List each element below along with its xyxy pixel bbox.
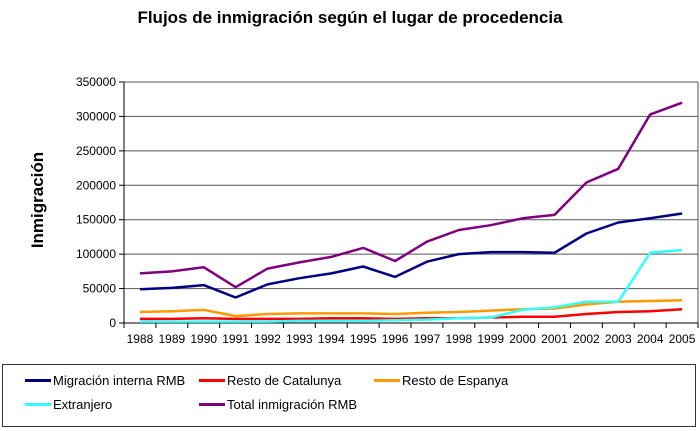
- legend-item: Migración interna RMB: [25, 373, 185, 388]
- y-tick-label: 200000: [76, 178, 116, 192]
- y-tick-label: 300000: [76, 109, 116, 123]
- gridlines: [124, 81, 698, 290]
- y-tick-label: 50000: [83, 282, 117, 296]
- x-tick-label: 1998: [445, 332, 472, 346]
- y-tick-label: 250000: [76, 144, 116, 158]
- legend: Migración interna RMB Resto de Catalunya R…: [2, 364, 696, 427]
- tick-labels: 0 50000 100000 150000 200000 250000 300000 3500…: [76, 75, 696, 346]
- x-tick-label: 2004: [637, 332, 664, 346]
- legend-swatch: [199, 403, 225, 406]
- series-line-resto-de-catalunya: [139, 307, 683, 321]
- axes: [119, 81, 699, 328]
- series-lines: [139, 101, 683, 323]
- series-line-migraci-n-interna-rmb: [139, 212, 683, 299]
- x-tick-label: 1996: [382, 332, 409, 346]
- legend-item: Extranjero: [25, 397, 112, 412]
- x-tick-label: 1992: [254, 332, 281, 346]
- x-tick-label: 2003: [605, 332, 632, 346]
- series-line-extranjero: [139, 248, 683, 323]
- legend-swatch: [199, 379, 225, 382]
- legend-item: Total inmigración RMB: [199, 397, 357, 412]
- x-tick-label: 1988: [127, 332, 154, 346]
- line-chart: 0 50000 100000 150000 200000 250000 300000 3500…: [76, 75, 699, 346]
- y-tick-label: 150000: [76, 213, 116, 227]
- y-tick-label: 0: [109, 316, 116, 330]
- x-tick-label: 1994: [318, 332, 345, 346]
- x-tick-label: 1993: [286, 332, 313, 346]
- legend-swatch: [25, 403, 51, 406]
- legend-swatch: [25, 379, 51, 382]
- legend-label: Migración interna RMB: [53, 373, 186, 388]
- x-tick-label: 1990: [190, 332, 217, 346]
- x-tick-label: 1997: [414, 332, 441, 346]
- x-tick-label: 1991: [222, 332, 249, 346]
- legend-label: Total inmigración RMB: [227, 397, 358, 412]
- chart-title: Flujos de inmigración según el lugar de …: [137, 8, 563, 27]
- legend-item: Resto de Espanya: [374, 373, 508, 388]
- series-line-resto-de-espanya: [139, 299, 683, 318]
- x-tick-label: 2001: [541, 332, 568, 346]
- legend-label: Resto de Catalunya: [227, 373, 342, 388]
- x-tick-label: 2005: [669, 332, 696, 346]
- x-tick-label: 1999: [477, 332, 504, 346]
- legend-label: Resto de Espanya: [402, 373, 509, 388]
- x-tick-label: 1989: [158, 332, 185, 346]
- series-line-total-inmigraci-n-rmb: [139, 101, 683, 289]
- x-tick-label: 2002: [573, 332, 600, 346]
- y-tick-label: 100000: [76, 247, 116, 261]
- x-tick-label: 2000: [509, 332, 536, 346]
- y-tick-label: 350000: [76, 75, 116, 89]
- legend-label: Extranjero: [53, 397, 113, 412]
- legend-item: Resto de Catalunya: [199, 373, 341, 388]
- legend-swatch: [374, 379, 400, 382]
- x-tick-label: 1995: [350, 332, 377, 346]
